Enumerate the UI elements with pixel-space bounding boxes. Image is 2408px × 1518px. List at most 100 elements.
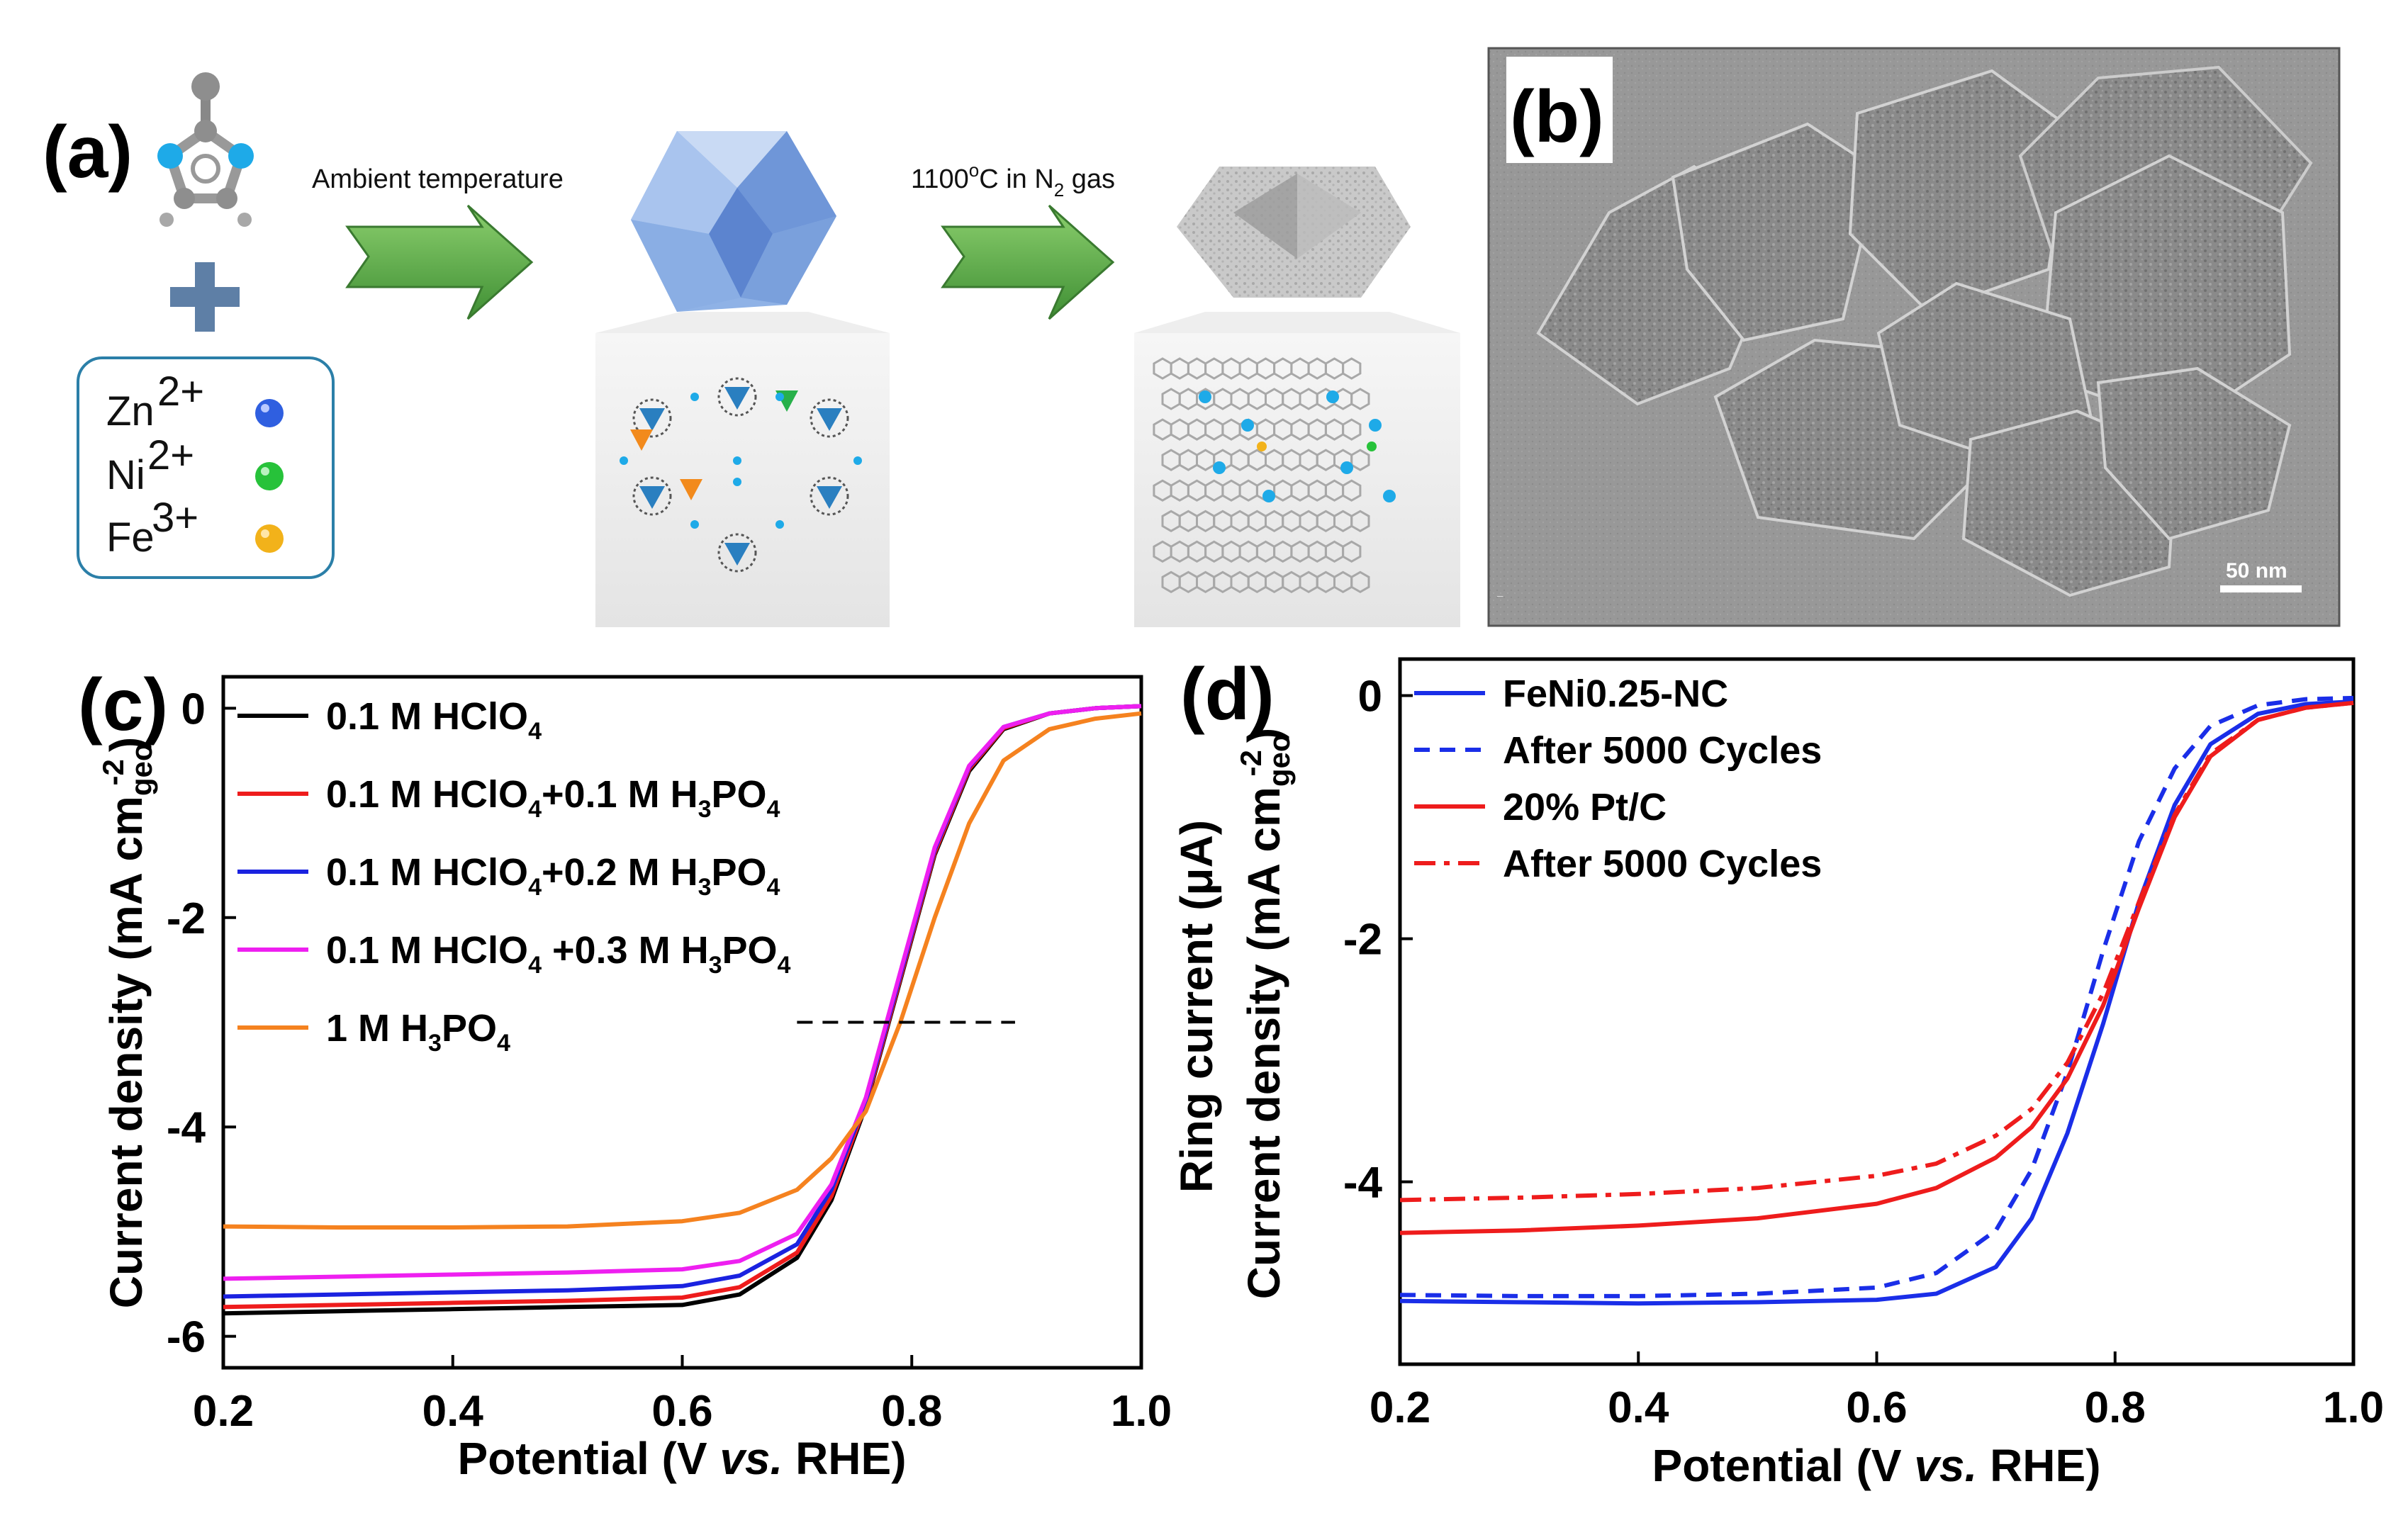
x-tick-label: 0.2 xyxy=(1370,1383,1430,1432)
y-tick-label: 0 xyxy=(1358,672,1382,721)
y-tick-label: -4 xyxy=(1343,1159,1383,1208)
legend-label: 0.1 M HClO4+0.2 M H3PO4 xyxy=(326,851,780,901)
nitrogen-atom xyxy=(1326,390,1339,403)
arrow-right-icon xyxy=(941,204,1115,320)
chart-d-series xyxy=(1399,695,2354,1306)
porous-carbon-icon xyxy=(1177,167,1411,298)
x-tick-label: 0.4 xyxy=(422,1387,484,1436)
nitrogen-atom xyxy=(1383,490,1396,502)
framework-atom xyxy=(690,393,699,401)
x-tick-label: 0.8 xyxy=(2085,1383,2146,1432)
ion-charge: 2+ xyxy=(147,432,194,478)
nitrogen-atom xyxy=(1369,419,1382,432)
framework-tetrahedron xyxy=(817,408,842,431)
ni-atom xyxy=(1367,442,1377,451)
series-line xyxy=(1399,699,2354,1306)
framework-tetrahedron xyxy=(724,543,750,566)
legend-label: After 5000 Cycles xyxy=(1503,843,1822,885)
metal-ion-legend: Zn 2+ Ni 2+ Fe 3+ xyxy=(77,356,335,579)
carbon-ring xyxy=(1350,570,1370,594)
framework-tetrahedron xyxy=(680,479,702,500)
panel-d-label: (d) xyxy=(1180,653,1275,736)
tem-particles xyxy=(1536,65,2313,597)
y-tick-label: -6 xyxy=(167,1313,206,1362)
chart-d-legend: FeNi0.25-NC After 5000 Cycles 20% Pt/C Afte… xyxy=(1414,673,1822,885)
y-tick-label: -4 xyxy=(167,1103,206,1152)
ion-dot xyxy=(255,462,284,490)
zif-framework-inset xyxy=(595,312,890,627)
legend-label: 0.1 M HClO4 +0.3 M H3PO4 xyxy=(326,929,791,979)
legend-label: FeNi0.25-NC xyxy=(1503,673,1728,715)
panel-a: (a) Zn 2+ xyxy=(43,72,1460,627)
framework-node xyxy=(632,398,672,438)
x-tick-label: 0.6 xyxy=(1846,1383,1907,1432)
scale-bar-label: 50 nm xyxy=(2226,559,2287,583)
x-tick-label: 0.2 xyxy=(193,1387,254,1436)
y-tick-label: -2 xyxy=(1343,916,1382,965)
ion-dot xyxy=(255,399,284,427)
carbon-ring xyxy=(1342,479,1362,502)
nc-structure-inset xyxy=(1134,312,1460,627)
framework-atom xyxy=(620,456,628,465)
ion-row-zn: Zn 2+ xyxy=(106,369,284,434)
framework-node xyxy=(717,533,757,573)
step-2-label: 1100oC in N2 gas xyxy=(911,159,1115,201)
series-line xyxy=(223,704,1142,1281)
y-tick-label: 0 xyxy=(181,685,206,733)
chart-c-ticks: 0.2 0.4 0.6 0.8 1.0 0 -2 -4 -6 xyxy=(167,685,1172,1436)
framework-node xyxy=(810,476,849,516)
ion-symbol: Zn xyxy=(106,388,155,434)
panel-b-label: (b) xyxy=(1510,76,1604,158)
framework-atom xyxy=(775,520,784,529)
ion-symbol: Ni xyxy=(106,452,145,498)
framework-atom xyxy=(733,456,741,465)
carbon-ring xyxy=(1342,357,1362,380)
x-tick-label: 0.4 xyxy=(1608,1383,1669,1432)
ion-symbol: Fe xyxy=(106,515,155,561)
ion-charge: 3+ xyxy=(152,495,198,541)
series-line xyxy=(223,711,1142,1230)
panel-b: (b) 50 nm — xyxy=(1487,47,2341,627)
panel-d: (d) 0.2 0.4 0.6 0.8 1.0 0 -2 -4 FeNi0.25-NC Afte… xyxy=(1171,653,2384,1491)
framework-node xyxy=(717,377,757,417)
carbon-ring xyxy=(1350,388,1370,410)
framework-tetrahedron xyxy=(630,429,653,451)
framework-tetrahedron xyxy=(639,486,665,509)
carbon-ring xyxy=(1342,418,1362,441)
ion-row-ni: Ni 2+ xyxy=(106,432,284,498)
tem-watermark: — xyxy=(1496,591,1503,602)
nitrogen-atom xyxy=(1241,419,1254,432)
carbon-ring xyxy=(1350,510,1370,533)
nitrogen-atom xyxy=(1199,390,1211,403)
panel-a-label: (a) xyxy=(43,111,133,193)
legend-label: 1 M H3PO4 xyxy=(326,1007,510,1057)
legend-label: 0.1 M HClO4 xyxy=(326,695,542,745)
framework-tetrahedron xyxy=(639,408,665,431)
series-line xyxy=(1399,700,2354,1235)
legend-label: 0.1 M HClO4+0.1 M H3PO4 xyxy=(326,773,780,823)
framework-atom xyxy=(853,456,862,465)
step-1-label: Ambient temperature xyxy=(312,164,564,194)
ion-row-fe: Fe 3+ xyxy=(106,495,284,561)
imidazole-molecule-icon xyxy=(157,72,254,227)
chart-d-ticks: 0.2 0.4 0.6 0.8 1.0 0 -2 -4 xyxy=(1343,672,2384,1432)
series-line xyxy=(1399,700,2354,1203)
legend-label: After 5000 Cycles xyxy=(1503,729,1822,772)
chart-c-legend: 0.1 M HClO4 0.1 M HClO4+0.1 M H3PO4 0.1 M … xyxy=(237,695,791,1057)
framework-tetrahedron xyxy=(724,387,750,410)
framework-atom xyxy=(690,520,699,529)
fe-atom xyxy=(1257,442,1267,451)
framework-node xyxy=(810,398,849,438)
zif-framework-nodes xyxy=(620,377,862,573)
nitrogen-atom xyxy=(1340,461,1353,474)
framework-atom xyxy=(775,393,784,401)
carbon-ring xyxy=(1342,540,1362,563)
chart-d-xlabel: Potential (V vs. RHE) xyxy=(1652,1440,2101,1491)
framework-node xyxy=(632,476,672,516)
chart-d-ylabel: Current density (mA cmgeo-2) xyxy=(1234,728,1296,1299)
chart-c-series xyxy=(223,704,1142,1316)
nitrogen-atom xyxy=(1262,490,1275,502)
ion-charge: 2+ xyxy=(157,369,204,415)
legend-label: 20% Pt/C xyxy=(1503,786,1667,828)
